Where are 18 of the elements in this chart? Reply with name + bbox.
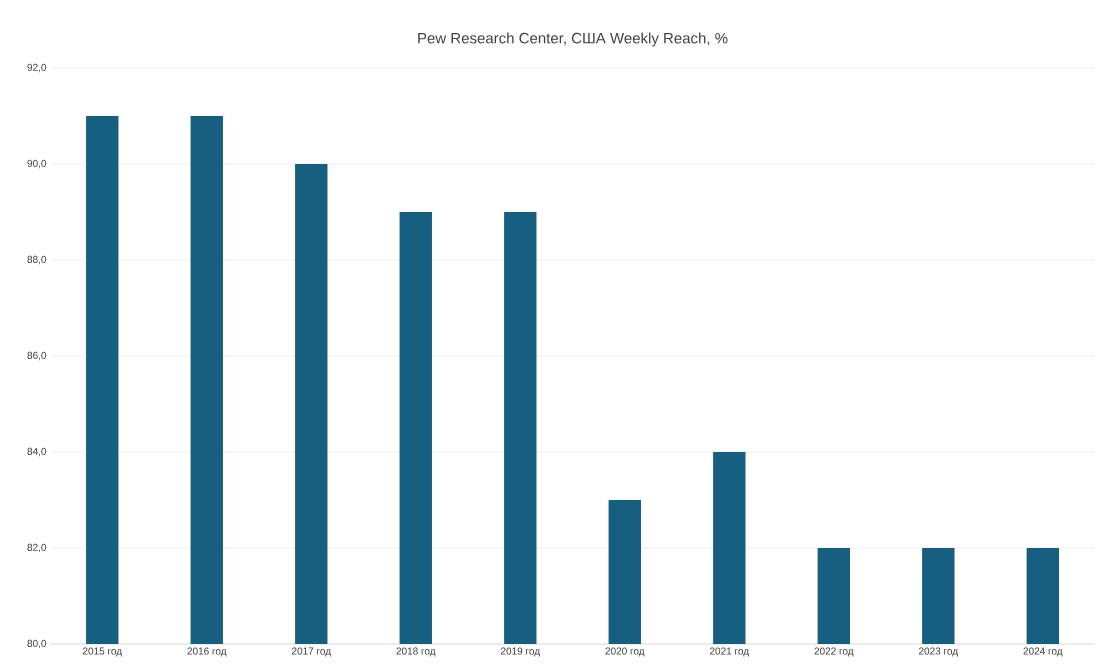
y-tick-label: 92,0 bbox=[27, 63, 47, 73]
x-tick-label: 2016 год bbox=[187, 647, 227, 657]
x-tick-label: 2024 год bbox=[1023, 647, 1063, 657]
y-tick-label: 90,0 bbox=[27, 159, 47, 169]
x-tick-label: 2015 год bbox=[82, 647, 122, 657]
y-tick-label: 84,0 bbox=[27, 447, 47, 457]
x-tick-label: 2023 год bbox=[919, 647, 958, 657]
y-tick-label: 88,0 bbox=[27, 255, 47, 265]
y-tick-label: 80,0 bbox=[27, 639, 47, 649]
y-tick-label: 86,0 bbox=[27, 351, 47, 361]
y-tick-label: 82,0 bbox=[27, 543, 47, 553]
x-tick-label: 2017 год bbox=[291, 647, 331, 657]
chart-title: Pew Research Center, США Weekly Reach, % bbox=[418, 32, 728, 47]
x-tick-label: 2022 год bbox=[814, 647, 854, 657]
x-tick-label: 2018 год bbox=[396, 647, 436, 657]
x-tick-label: 2021 год bbox=[709, 647, 749, 657]
x-tick-label: 2019 год bbox=[500, 647, 540, 657]
x-tick-label: 2020 год bbox=[605, 647, 645, 657]
